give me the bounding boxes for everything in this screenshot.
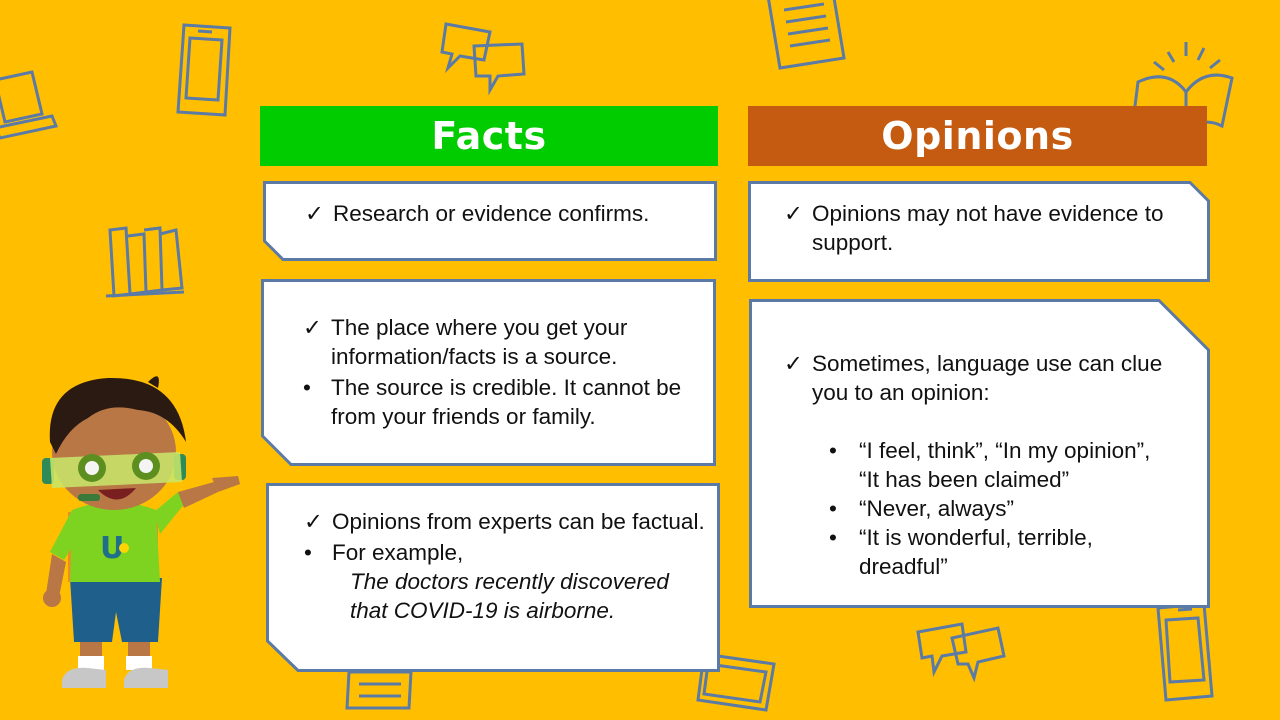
example-sentence: The doctors recently discovered that COV… bbox=[350, 569, 669, 623]
opinions-title: Opinions bbox=[881, 114, 1074, 158]
list-item-text: For example, bbox=[332, 540, 464, 565]
opinions-header: Opinions bbox=[748, 106, 1207, 166]
opinions-card-2: ✓ Sometimes, language use can clue you t… bbox=[749, 299, 1210, 608]
list-item-text: “Never, always” bbox=[859, 496, 1015, 521]
laptop-icon bbox=[0, 70, 60, 145]
checkmark-icon: ✓ bbox=[784, 351, 803, 376]
list-item: ✓ Opinions may not have evidence to supp… bbox=[782, 199, 1182, 257]
bullet-icon: • bbox=[829, 438, 837, 463]
checkmark-icon: ✓ bbox=[784, 201, 803, 226]
list-item: ✓ Opinions from experts can be factual. bbox=[302, 507, 708, 536]
laptop-icon bbox=[690, 650, 785, 720]
list-item: ✓ Sometimes, language use can clue you t… bbox=[782, 349, 1182, 407]
list-item: • “It is wonderful, terrible, dreadful” bbox=[829, 523, 1169, 581]
document-icon bbox=[762, 0, 852, 72]
bullet-icon: • bbox=[304, 540, 312, 565]
facts-card-2: ✓ The place where you get your informati… bbox=[261, 279, 716, 466]
bullet-icon: • bbox=[303, 375, 311, 400]
checkmark-icon: ✓ bbox=[305, 201, 324, 226]
phone-icon bbox=[170, 20, 240, 120]
list-item: • The source is credible. It cannot be f… bbox=[301, 373, 701, 431]
books-icon bbox=[104, 222, 186, 300]
list-item-text: The source is credible. It cannot be fro… bbox=[331, 375, 682, 429]
list-item-text: Opinions may not have evidence to suppor… bbox=[812, 201, 1164, 255]
bullet-icon: • bbox=[829, 496, 837, 521]
checkmark-icon: ✓ bbox=[303, 315, 322, 340]
list-item: • “I feel, think”, “In my opinion”, “It … bbox=[829, 436, 1169, 494]
list-item: ✓ The place where you get your informati… bbox=[301, 313, 701, 371]
list-item-text: The place where you get your information… bbox=[331, 315, 628, 369]
checkmark-icon: ✓ bbox=[304, 509, 323, 534]
list-item-text: Opinions from experts can be factual. bbox=[332, 509, 705, 534]
list-item-text: Research or evidence confirms. bbox=[333, 201, 650, 226]
list-item-text: Sometimes, language use can clue you to … bbox=[812, 351, 1163, 405]
facts-header: Facts bbox=[260, 106, 718, 166]
list-item: • “Never, always” bbox=[829, 494, 1169, 523]
chat-bubbles-icon bbox=[438, 18, 533, 98]
bullet-icon: • bbox=[829, 525, 837, 550]
list-item: • For example, bbox=[302, 538, 708, 567]
document-icon bbox=[345, 668, 415, 720]
phone-icon bbox=[1150, 600, 1220, 710]
facts-title: Facts bbox=[431, 114, 547, 158]
chat-bubbles-icon bbox=[912, 616, 1012, 688]
list-item-text: “I feel, think”, “In my opinion”, “It ha… bbox=[859, 438, 1151, 492]
opinions-card-1: ✓ Opinions may not have evidence to supp… bbox=[748, 181, 1210, 282]
facts-card-1: ✓ Research or evidence confirms. bbox=[263, 181, 717, 261]
boy-mascot-illustration: U bbox=[28, 362, 243, 697]
list-item-text: “It is wonderful, terrible, dreadful” bbox=[859, 525, 1093, 579]
facts-card-3: ✓ Opinions from experts can be factual. … bbox=[266, 483, 720, 672]
list-item: ✓ Research or evidence confirms. bbox=[303, 199, 703, 228]
